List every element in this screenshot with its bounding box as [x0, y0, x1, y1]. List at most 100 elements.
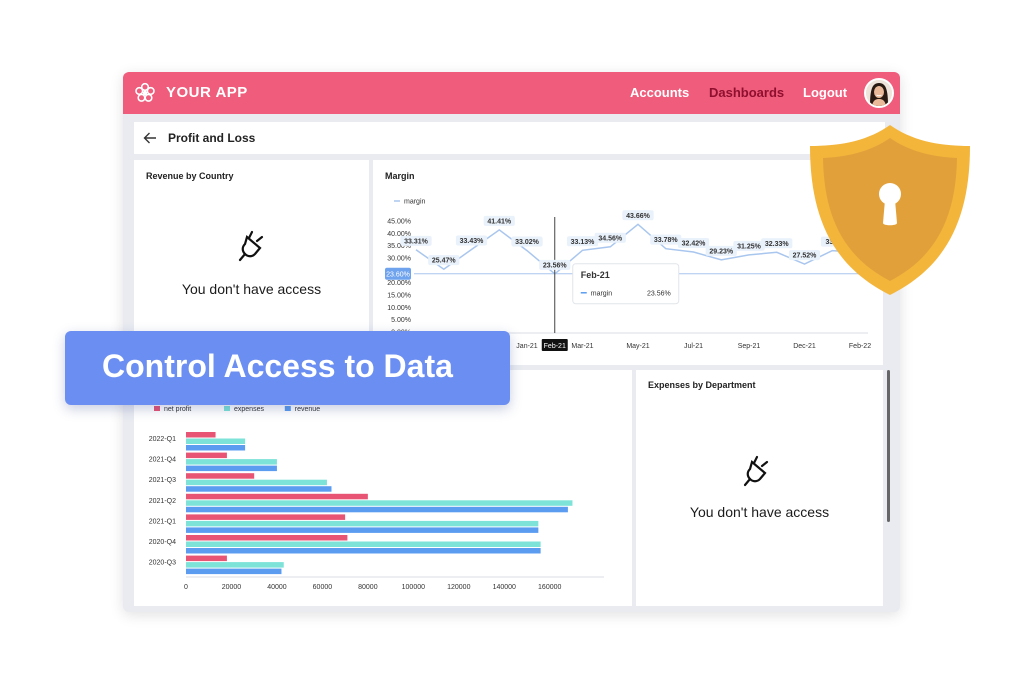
point-label: 25.47% [432, 258, 457, 265]
bar-expenses [186, 459, 277, 465]
category-label: 2020-Q4 [149, 539, 176, 546]
revenue-by-country-title: Revenue by Country [146, 171, 234, 181]
point-label: 33.78% [654, 237, 679, 244]
point-label: 33.02% [515, 239, 540, 246]
point-label: 33.31% [404, 238, 429, 245]
legend-swatch [224, 406, 230, 411]
margin-panel: Margin margin 45.00% 40.00% 35.00% 30.00% 25.… [373, 160, 883, 365]
legend-swatch [284, 406, 291, 411]
point-label-bg [622, 210, 654, 221]
bar-net-profit [186, 452, 227, 459]
shield-keyhole-icon [810, 125, 970, 295]
point-label-bg [733, 240, 765, 251]
y-tick-label: 45.00% [387, 219, 411, 226]
scrollbar[interactable] [887, 370, 890, 522]
control-access-banner: Control Access to Data [65, 331, 510, 405]
x-tick-label: 160000 [538, 584, 561, 591]
arrow-left-icon[interactable] [142, 131, 158, 145]
point-label-bg [761, 238, 793, 249]
point-label: 32.42% [682, 241, 707, 248]
point-label-bg [483, 215, 515, 226]
x-tick-label: Feb-22 [849, 343, 871, 350]
category-label: 2021-Q2 [149, 498, 176, 505]
avatar[interactable] [864, 78, 894, 108]
y-highlight-badge [385, 267, 411, 280]
bar-expenses [186, 438, 246, 444]
page-title-bar: Profit and Loss [134, 122, 885, 154]
category-label: 2021-Q4 [149, 457, 176, 464]
x-tick-label: 140000 [493, 584, 516, 591]
brand-name[interactable]: YOUR APP [166, 84, 248, 101]
bar-net-profit [186, 514, 346, 520]
app-window: YOUR APP Accounts Dashboards Logout Prof… [123, 72, 900, 612]
x-tick-label: Feb-21 [544, 343, 566, 350]
x-tick-label: May-21 [626, 343, 649, 350]
category-label: 2022-Q1 [149, 436, 176, 443]
bar-revenue [186, 568, 282, 575]
legend-label-margin: margin [404, 199, 426, 206]
bar-net-profit [186, 473, 255, 479]
x-tick-label: 80000 [358, 584, 378, 591]
x-tick-label: 100000 [402, 584, 425, 591]
x-highlight-badge [541, 339, 568, 351]
legend-label: revenue [295, 406, 320, 413]
y-tick-label: 40.00% [387, 231, 411, 238]
profit-bar-chart: net profit expenses revenue 2022-Q1 2021-Q4 2… [149, 406, 604, 591]
point-label: 27.52% [793, 253, 818, 260]
tooltip-series: margin [591, 290, 613, 297]
y-highlight-label: 23.60% [386, 271, 410, 278]
bar-net-profit [186, 493, 368, 500]
nav-logout[interactable]: Logout [803, 85, 848, 100]
x-tick-label: 20000 [222, 584, 242, 591]
point-label-bg [677, 238, 710, 249]
point-label-bg [594, 232, 626, 243]
x-tick-label: Dec-21 [793, 343, 816, 350]
nav-dashboards[interactable]: Dashboards [709, 85, 785, 100]
page-title: Profit and Loss [168, 131, 256, 145]
point-label: 23.56% [543, 262, 568, 269]
legend-label: net profit [164, 406, 191, 413]
x-tick-label: 40000 [267, 584, 287, 591]
expenses-by-department-panel: Expenses by Department You don't have ac… [636, 370, 883, 606]
x-tick-label: 60000 [313, 584, 333, 591]
flower-logo-icon[interactable] [134, 82, 156, 104]
bar-revenue [186, 465, 277, 472]
y-tick-label: 5.00% [391, 317, 411, 324]
point-label: 29.23% [709, 248, 734, 255]
nav-accounts[interactable]: Accounts [630, 85, 690, 100]
point-label: 31.25% [737, 243, 762, 250]
point-label-bg [539, 259, 571, 270]
y-tick-label: 20.00% [387, 280, 411, 287]
category-label: 2020-Q3 [149, 560, 176, 567]
tooltip-box [572, 263, 680, 305]
profit-bars-panel: net profit expenses revenue 2022-Q1 2021-Q4 2… [134, 370, 632, 606]
point-label: 32.33% [765, 241, 790, 248]
bar-expenses [186, 562, 284, 568]
bar-revenue [186, 486, 332, 492]
unplugged-icon [743, 455, 769, 487]
y-tick-label: 30.00% [387, 256, 411, 263]
bar-expenses [186, 520, 539, 527]
x-tick-label: Sep-21 [738, 343, 761, 350]
bar-expenses [186, 479, 327, 486]
unplugged-icon [238, 230, 264, 262]
x-tick-label: 120000 [447, 584, 470, 591]
no-access-message: You don't have access [689, 504, 830, 520]
category-label: 2021-Q3 [149, 477, 176, 484]
bar-revenue [186, 548, 541, 554]
y-tick-label: 15.00% [387, 293, 411, 300]
point-label-bg [511, 236, 543, 247]
tooltip-title: Feb-21 [581, 270, 610, 280]
point-label-bg [650, 234, 682, 245]
category-label: 2021-Q1 [149, 518, 176, 525]
point-label-bg [428, 255, 460, 266]
bar-revenue [186, 445, 246, 451]
legend-swatch [154, 406, 160, 411]
margin-title: Margin [385, 171, 415, 181]
point-label: 33.13% [571, 239, 596, 246]
point-label: 33.43% [460, 238, 485, 245]
bar-expenses [186, 541, 541, 547]
point-label-bg [705, 245, 737, 256]
expenses-by-department-title: Expenses by Department [648, 380, 756, 390]
point-label-bg [566, 236, 599, 247]
